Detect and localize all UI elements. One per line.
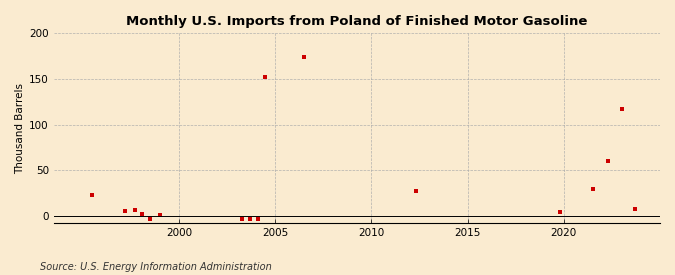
Title: Monthly U.S. Imports from Poland of Finished Motor Gasoline: Monthly U.S. Imports from Poland of Fini…	[126, 15, 587, 28]
Text: Source: U.S. Energy Information Administration: Source: U.S. Energy Information Administ…	[40, 262, 272, 272]
Y-axis label: Thousand Barrels: Thousand Barrels	[15, 83, 25, 174]
